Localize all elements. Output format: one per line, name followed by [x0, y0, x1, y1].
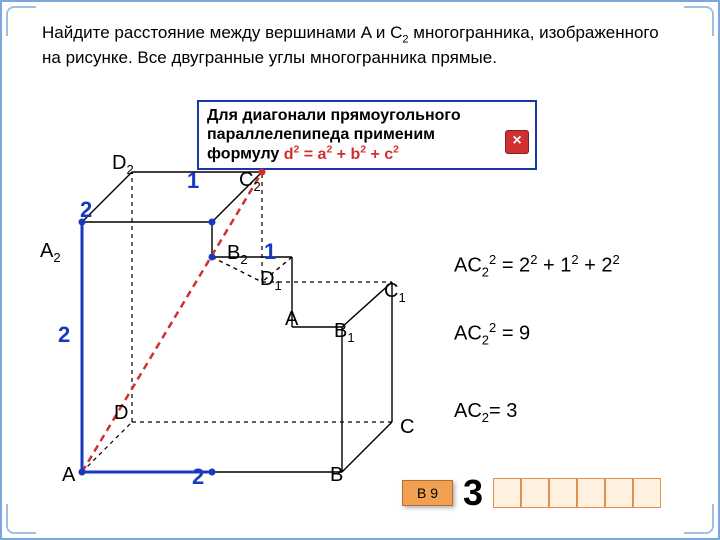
edge-2b: 2 [58, 322, 70, 348]
label-A2: A2 [40, 240, 61, 265]
blank-cell [577, 478, 605, 508]
edge-2a: 2 [80, 197, 92, 223]
blank-cell [493, 478, 521, 508]
corner [684, 6, 714, 36]
problem-part1: Найдите расстояние между вершинами A и C [42, 23, 402, 42]
blank-cell [521, 478, 549, 508]
label-C1: C1 [384, 280, 406, 305]
label-C2: C2 [239, 169, 261, 194]
equation-3: AC2= 3 [454, 400, 517, 425]
corner [6, 6, 36, 36]
edge-1b: 1 [264, 239, 276, 265]
label-B: B [330, 464, 343, 487]
edge-2c: 2 [192, 464, 204, 490]
corner [6, 504, 36, 534]
blank-cell [605, 478, 633, 508]
hint-line2: параллелепипеда применим [207, 125, 527, 144]
close-icon[interactable]: × [505, 130, 529, 154]
label-B1: B1 [334, 320, 355, 345]
edge-1a: 1 [187, 168, 199, 194]
blank-cell [549, 478, 577, 508]
hint-line3: формулу d2 = a2 + b2 + c2 [207, 144, 527, 164]
hint-line1: Для диагонали прямоугольного [207, 106, 527, 125]
label-A: A [62, 464, 75, 487]
hint-box: Для диагонали прямоугольного параллелепи… [197, 100, 537, 170]
b9-button[interactable]: B 9 [402, 480, 453, 506]
label-D2: D2 [112, 152, 134, 177]
slide: Найдите расстояние между вершинами A и C… [0, 0, 720, 540]
corner [684, 504, 714, 534]
equation-1: AC22 = 22 + 12 + 22 [454, 252, 620, 280]
equation-2: AC22 = 9 [454, 320, 530, 348]
label-B2: B2 [227, 242, 248, 267]
answer-value: 3 [459, 472, 487, 514]
blank-cell [633, 478, 661, 508]
problem-text: Найдите расстояние между вершинами A и C… [42, 22, 678, 69]
label-Av: A [285, 308, 298, 331]
answer-row: B 9 3 [402, 472, 661, 514]
answer-blanks [493, 478, 661, 508]
label-D: D [114, 402, 128, 425]
label-C: C [400, 416, 414, 439]
label-D1: D1 [260, 268, 282, 293]
